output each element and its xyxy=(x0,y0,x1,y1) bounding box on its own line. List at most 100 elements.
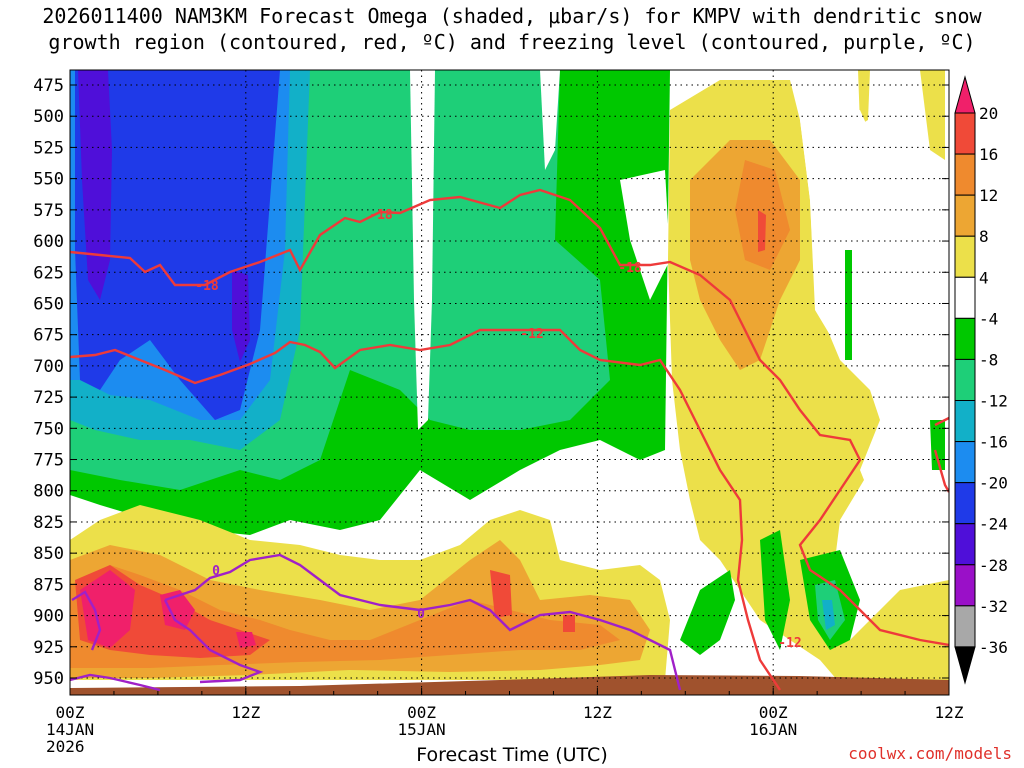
contours xyxy=(70,188,949,692)
colorbar-segment xyxy=(954,482,976,525)
omega-gap-3 xyxy=(620,170,670,300)
y-axis: 475 500 525 550 575 600 625 650 675 700 725 750 775 8… xyxy=(33,76,949,689)
x-tick-label: 14JAN xyxy=(46,720,94,739)
colorbar-label: -16 xyxy=(979,433,1008,452)
y-tick-label: 825 xyxy=(33,513,64,533)
colorbar-segment xyxy=(954,441,976,484)
omega-region-red-low-mid-2 xyxy=(563,615,575,632)
x-axis-title: Forecast Time (UTC) xyxy=(416,744,608,766)
y-tick-label: 900 xyxy=(33,607,64,627)
dgz-contour-minus18 xyxy=(70,188,949,647)
colorbar-segment xyxy=(954,564,976,607)
x-tick-label: 00Z xyxy=(407,703,436,722)
y-tick-label: 800 xyxy=(33,482,64,502)
colorbar-label: -20 xyxy=(979,474,1008,493)
y-tick-label: 875 xyxy=(33,575,64,595)
watermark: coolwx.com/models xyxy=(848,744,1012,763)
colorbar-segment xyxy=(954,112,976,155)
freezing-level-contour-4 xyxy=(163,599,264,684)
y-tick-label: 725 xyxy=(33,388,64,408)
colorbar-label: 16 xyxy=(979,145,998,164)
colorbar-segment xyxy=(954,317,976,360)
omega-region-green-strip-2 xyxy=(930,420,945,470)
y-tick-label: 650 xyxy=(33,294,64,314)
y-tick-label: 550 xyxy=(33,170,64,190)
colorbar-label: 4 xyxy=(979,268,989,287)
contour-labels: -18 -18 -18 -12 -12 0 0 xyxy=(195,208,801,651)
omega-region-pink-low-3 xyxy=(236,632,256,648)
omega-region-green-strip xyxy=(845,250,852,360)
y-tick-label: 775 xyxy=(33,451,64,471)
x-tick-label: 12Z xyxy=(231,703,260,722)
omega-region-green-lower-right-2 xyxy=(760,530,790,650)
y-tick-label: 475 xyxy=(33,76,64,96)
y-tick-label: 950 xyxy=(33,669,64,689)
omega-region-cyan-lower xyxy=(822,600,835,630)
y-tick-label: 600 xyxy=(33,232,64,252)
omega-region-white-right xyxy=(800,110,949,570)
chart-title-line-2: growth region (contoured, red, ºC) and f… xyxy=(48,30,976,54)
colorbar-label: -28 xyxy=(979,556,1008,575)
x-tick-label: 2026 xyxy=(46,737,85,756)
colorbar-label: -12 xyxy=(979,392,1008,411)
contour-label: -12 xyxy=(520,327,543,342)
freezing-level-contour xyxy=(70,673,161,692)
y-tick-label: 850 xyxy=(33,544,64,564)
y-tick-label: 675 xyxy=(33,326,64,346)
x-tick-label: 16JAN xyxy=(749,720,797,739)
contour-label: -18 xyxy=(369,208,393,223)
omega-region-green-lower-right xyxy=(680,570,735,655)
omega-region-red-right xyxy=(758,210,766,252)
y-tick-label: 575 xyxy=(33,201,64,221)
colorbar-label: 20 xyxy=(979,104,998,123)
x-tick-label: 00Z xyxy=(759,703,788,722)
y-tick-label: 925 xyxy=(33,638,64,658)
omega-shading xyxy=(70,70,949,695)
colorbar-label: -36 xyxy=(979,638,1008,657)
omega-region-red-low-mid xyxy=(490,570,512,618)
dgz-contour-minus12-right xyxy=(934,416,949,427)
contour-label: -18 xyxy=(618,261,642,276)
colorbar-segment xyxy=(954,605,976,648)
colorbar-segment xyxy=(954,523,976,566)
colorbar-cap-top xyxy=(954,75,976,114)
omega-region-blue xyxy=(75,70,280,420)
colorbar-segment xyxy=(954,276,976,319)
colorbar-label: -32 xyxy=(979,597,1008,616)
colorbar-label: 12 xyxy=(979,186,998,205)
dgz-contour-minus12-right-2 xyxy=(933,449,949,493)
colorbar-segment xyxy=(954,153,976,196)
omega-region-yellow-topright xyxy=(920,70,945,160)
colorbar-segment xyxy=(954,400,976,443)
omega-region-purple xyxy=(78,70,112,300)
colorbar-segment xyxy=(954,194,976,237)
omega-gap-2 xyxy=(540,70,560,170)
contour-label: 0 xyxy=(212,564,220,579)
colorbar-cap-bottom xyxy=(954,646,976,685)
x-tick-label: 12Z xyxy=(583,703,612,722)
omega-region-purple-2 xyxy=(232,270,250,362)
omega-region-yellow-top2 xyxy=(858,70,870,125)
x-tick-label: 12Z xyxy=(935,703,964,722)
dgz-contour-minus12 xyxy=(70,328,781,691)
chart-title-line-1: 2026011400 NAM3KM Forecast Omega (shaded… xyxy=(42,4,982,28)
colorbar-segment xyxy=(954,235,976,278)
x-tick-label: 00Z xyxy=(56,703,85,722)
y-tick-label: 525 xyxy=(33,138,64,158)
colorbar-segment xyxy=(954,358,976,401)
omega-region-pink-low xyxy=(80,570,135,648)
freezing-level-contour-2 xyxy=(71,590,102,651)
omega-gap-1 xyxy=(410,70,435,430)
contour-label: 0 xyxy=(417,607,425,622)
colorbar-label: -8 xyxy=(979,350,998,369)
contour-label: -18 xyxy=(195,279,219,294)
y-tick-label: 625 xyxy=(33,263,64,283)
y-tick-label: 700 xyxy=(33,357,64,377)
freezing-level-contour-3 xyxy=(164,553,682,691)
ground-terrain xyxy=(70,675,949,695)
contour-label: -12 xyxy=(778,636,801,651)
colorbar: 20 16 12 8 4 -4 -8 -12 -16 -20 -24 -28 -32 -36 xyxy=(954,75,1008,685)
colorbar-label: 8 xyxy=(979,227,989,246)
